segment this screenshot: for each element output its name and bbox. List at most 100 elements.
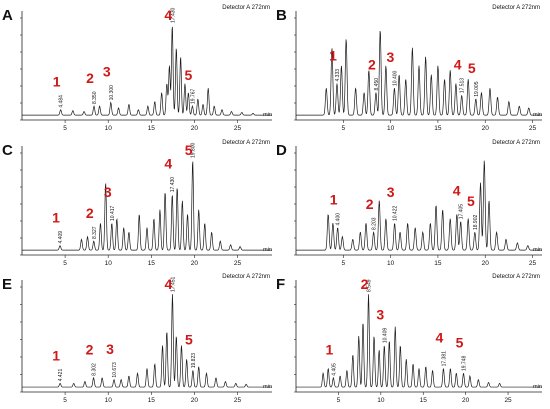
x-tick-label: 20 (482, 260, 490, 267)
peak-number-1: 1 (52, 210, 60, 226)
peak-number-5: 5 (456, 334, 464, 350)
x-tick-label: 25 (529, 260, 537, 267)
peak-number-4: 4 (453, 182, 461, 198)
peak-rt-label: 4.333 (335, 69, 341, 82)
peak-number-4: 4 (436, 330, 444, 346)
panel-label: C (2, 142, 13, 159)
peak-rt-label: 19.748 (462, 356, 468, 372)
peak-rt-label: 4.421 (58, 369, 64, 382)
chromatogram-trace (22, 26, 272, 116)
peak-number-5: 5 (468, 60, 476, 76)
peak-number-3: 3 (104, 184, 112, 200)
chromatogram-trace (22, 161, 272, 251)
x-tick-label: 25 (504, 397, 512, 404)
detector-label: Detector A 272nm (492, 140, 540, 146)
panel-label: F (276, 276, 285, 293)
x-tick-label: 10 (387, 260, 395, 267)
peak-number-5: 5 (467, 193, 475, 209)
x-tick-label: 15 (434, 125, 442, 132)
x-tick-label: 5 (341, 125, 345, 132)
peak-rt-label: 8.549 (367, 279, 373, 292)
detector-label: Detector A 272nm (222, 5, 270, 11)
peak-number-3: 3 (376, 306, 384, 322)
peak-number-2: 2 (86, 205, 94, 221)
peak-number-5: 5 (185, 142, 193, 158)
peak-number-5: 5 (185, 67, 193, 83)
x-tick-label: 20 (191, 125, 199, 132)
x-tick-label: 5 (63, 260, 67, 267)
peak-rt-label: 19.005 (474, 81, 480, 97)
chromatogram-trace (296, 30, 542, 116)
peak-rt-label: 18.902 (473, 214, 479, 230)
x-tick-label: 10 (105, 260, 113, 267)
peak-rt-label: 10.417 (110, 205, 116, 221)
x-tick-label: 10 (377, 397, 385, 404)
peak-rt-label: 10.422 (393, 205, 399, 221)
peak-number-1: 1 (325, 342, 333, 358)
x-tick-label: 5 (337, 397, 341, 404)
peak-number-3: 3 (387, 184, 395, 200)
x-tick-label: 25 (529, 125, 537, 132)
detector-label: Detector A 272nm (492, 274, 540, 280)
peak-number-2: 2 (86, 342, 94, 358)
peak-rt-label: 8.450 (374, 78, 380, 91)
peak-rt-label: 10.300 (109, 85, 115, 101)
x-tick-label: 20 (191, 397, 199, 404)
peak-number-2: 2 (86, 70, 94, 86)
peak-number-4: 4 (165, 276, 173, 292)
x-tick-label: 10 (387, 125, 395, 132)
peak-rt-label: 8.350 (92, 91, 98, 104)
x-tick-label: 10 (105, 125, 113, 132)
peak-number-4: 4 (164, 155, 172, 171)
peak-rt-label: 17.430 (170, 177, 176, 193)
peak-number-5: 5 (185, 331, 193, 347)
x-tick-label: 25 (234, 125, 242, 132)
x-tick-label: 25 (234, 397, 242, 404)
chromatogram-trace (296, 160, 542, 251)
peak-rt-label: 17.451 (170, 276, 176, 292)
chromatogram-trace (22, 294, 272, 388)
x-tick-label: 15 (148, 260, 156, 267)
peak-rt-label: 10.673 (112, 362, 118, 378)
peak-rt-label: 17.430 (170, 7, 176, 23)
panel-label: B (276, 7, 287, 24)
peak-rt-label: 19.767 (190, 88, 196, 104)
peak-rt-label: 17.405 (459, 204, 465, 220)
peak-rt-label: 4.400 (336, 213, 342, 226)
peak-number-4: 4 (454, 56, 462, 72)
peak-rt-label: 4.409 (58, 231, 64, 244)
peak-number-2: 2 (368, 57, 376, 73)
panel-label: D (276, 142, 287, 159)
peak-rt-label: 8.327 (92, 226, 98, 239)
peak-number-2: 2 (361, 276, 369, 292)
peak-number-1: 1 (53, 74, 61, 90)
x-tick-label: 15 (148, 397, 156, 404)
x-tick-label: 20 (462, 397, 470, 404)
peak-number-3: 3 (106, 341, 114, 357)
x-tick-label: 15 (420, 397, 428, 404)
x-tick-label: 15 (434, 260, 442, 267)
peak-rt-label: 8.302 (92, 363, 98, 376)
detector-label: Detector A 272nm (222, 274, 270, 280)
peak-rt-label: 17.513 (460, 78, 466, 94)
x-tick-label: 10 (105, 397, 113, 404)
peak-number-2: 2 (366, 196, 374, 212)
peak-number-1: 1 (329, 48, 337, 64)
x-tick-label: 5 (63, 125, 67, 132)
peak-number-4: 4 (164, 7, 172, 23)
peak-rt-label: 8.203 (372, 217, 378, 230)
peak-number-3: 3 (387, 49, 395, 65)
peak-number-1: 1 (52, 347, 60, 363)
peak-rt-label: 10.409 (382, 328, 388, 344)
x-tick-label: 20 (191, 260, 199, 267)
x-tick-label: 25 (234, 260, 242, 267)
x-tick-label: 5 (63, 397, 67, 404)
peak-rt-label: 19.800 (191, 142, 197, 158)
